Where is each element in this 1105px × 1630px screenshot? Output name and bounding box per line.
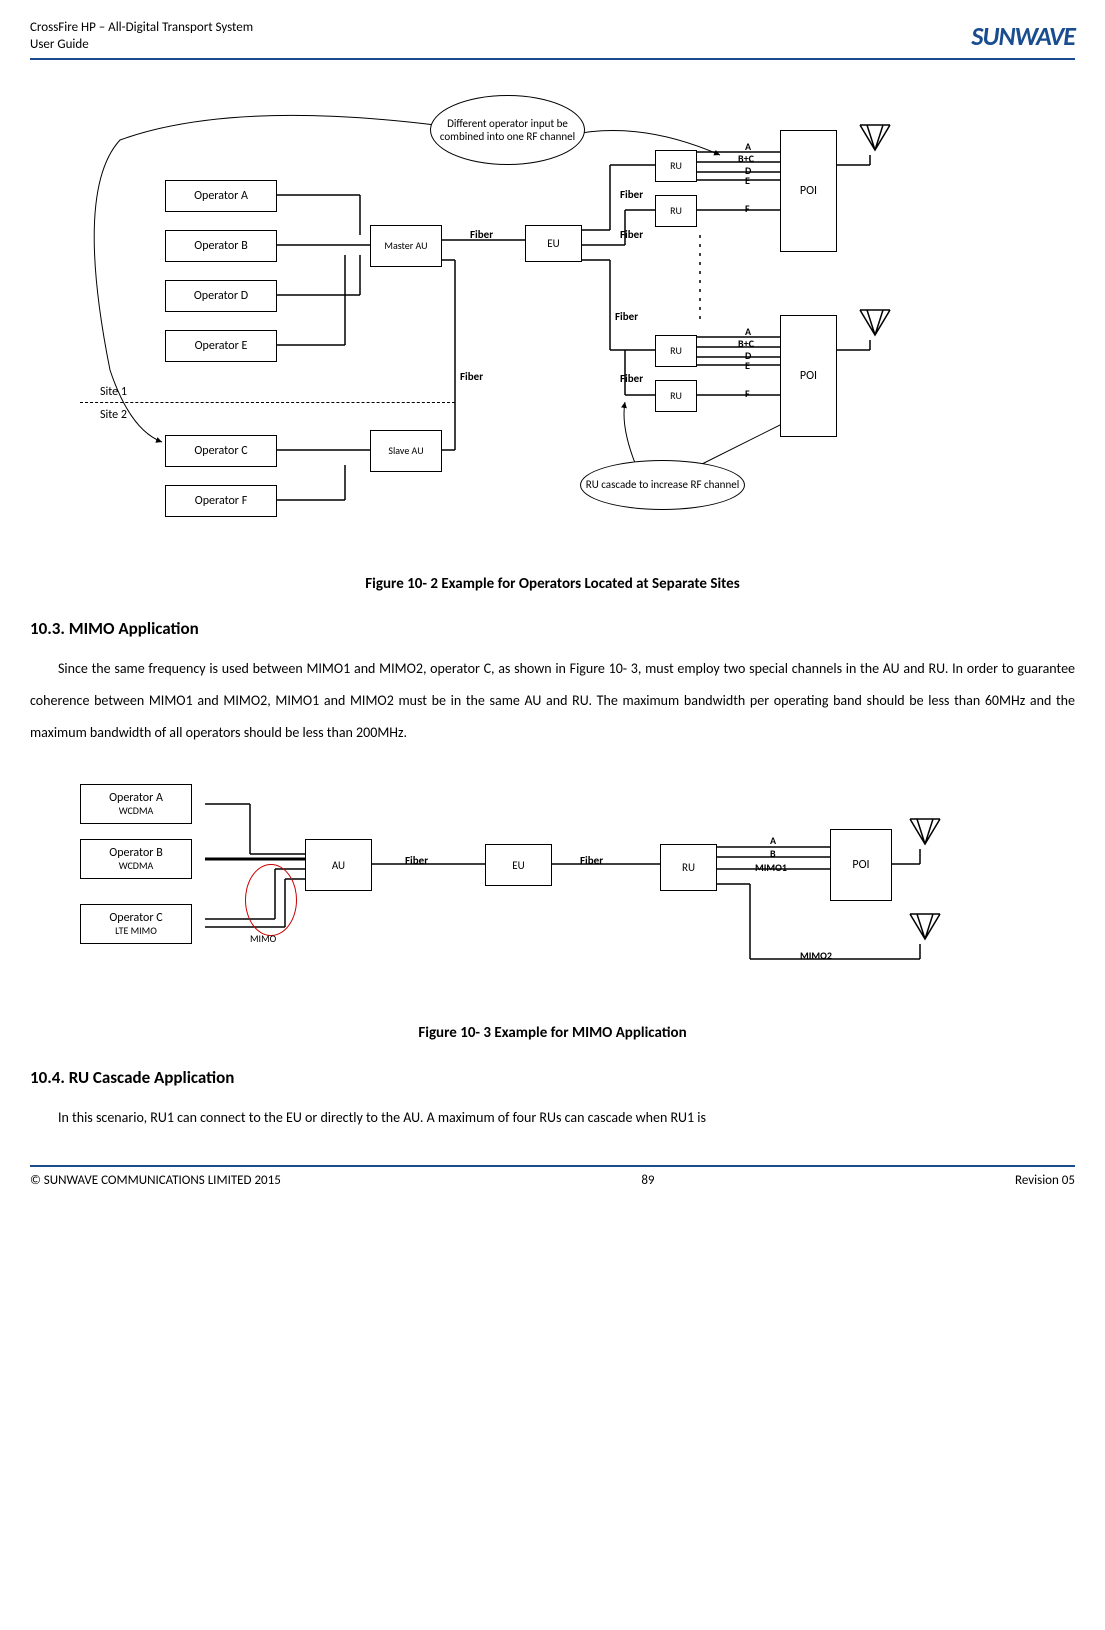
sig-e-2: E xyxy=(745,359,750,372)
sig-m2-d2: MIMO2 xyxy=(800,949,832,962)
footer-right: Revision 05 xyxy=(1015,1173,1075,1188)
fiber-label-6: Fiber xyxy=(620,372,643,385)
slave-au-box: Slave AU xyxy=(370,430,442,472)
figure-10-3-caption: Figure 10- 3 Example for MIMO Applicatio… xyxy=(30,1024,1075,1042)
operator-a-box2: Operator A WCDMA xyxy=(80,784,192,824)
logo: SUNWAVE xyxy=(971,20,1075,52)
op-a-sub: WCDMA xyxy=(119,805,154,816)
operator-b-box: Operator B xyxy=(165,230,277,262)
antenna-icon-1 xyxy=(855,120,895,160)
figure-10-2-diagram: Different operator input be combined int… xyxy=(80,80,1020,550)
figure-10-3-diagram: Operator A WCDMA Operator B WCDMA Operat… xyxy=(50,769,990,999)
au-box2: AU xyxy=(305,839,372,891)
operator-d-box: Operator D xyxy=(165,280,277,312)
ru-box2: RU xyxy=(660,844,717,891)
sig-e-1: E xyxy=(745,174,750,187)
operator-c-box2: Operator C LTE MIMO xyxy=(80,904,192,944)
doc-title: CrossFire HP – All-Digital Transport Sys… xyxy=(30,20,253,37)
footer-left: © SUNWAVE COMMUNICATIONS LIMITED 2015 xyxy=(30,1173,281,1188)
eu-box: EU xyxy=(525,225,582,262)
fiber-label-3: Fiber xyxy=(620,188,643,201)
ru-box-4: RU xyxy=(655,380,697,412)
section-10-3-paragraph: Since the same frequency is used between… xyxy=(30,653,1075,750)
figure-10-2-caption: Figure 10- 2 Example for Operators Locat… xyxy=(30,575,1075,593)
callout-bubble-1: Different operator input be combined int… xyxy=(430,95,585,165)
footer-center: 89 xyxy=(641,1173,654,1188)
mimo-label: MIMO xyxy=(250,932,276,945)
operator-a-box: Operator A xyxy=(165,180,277,212)
antenna-icon-4 xyxy=(905,909,945,949)
sig-m1-d2: MIMO1 xyxy=(755,861,787,874)
poi-box-1: POI xyxy=(780,130,837,252)
page-footer: © SUNWAVE COMMUNICATIONS LIMITED 2015 89… xyxy=(30,1165,1075,1188)
section-10-4-paragraph: In this scenario, RU1 can connect to the… xyxy=(30,1102,1075,1134)
antenna-icon-3 xyxy=(905,814,945,854)
section-10-3-heading: 10.3. MIMO Application xyxy=(30,618,1075,639)
operator-e-box: Operator E xyxy=(165,330,277,362)
ru-box-1: RU xyxy=(655,150,697,182)
op-b-sub: WCDMA xyxy=(119,860,154,871)
fiber-label-5: Fiber xyxy=(615,310,638,323)
site-2-label: Site 2 xyxy=(100,408,127,422)
page-header: CrossFire HP – All-Digital Transport Sys… xyxy=(30,20,1075,60)
op-c-sub: LTE MIMO xyxy=(115,925,157,936)
fiber-label-4: Fiber xyxy=(620,228,643,241)
sig-b-d2: B xyxy=(770,847,776,860)
poi-box-2: POI xyxy=(780,315,837,437)
sig-f-2: F xyxy=(745,387,750,400)
antenna-icon-2 xyxy=(855,305,895,345)
operator-f-box: Operator F xyxy=(165,485,277,517)
doc-subtitle: User Guide xyxy=(30,37,253,54)
site-divider xyxy=(80,402,455,403)
ru-box-3: RU xyxy=(655,335,697,367)
fiber-label-d2-1: Fiber xyxy=(405,854,428,867)
mimo-circle xyxy=(245,864,297,936)
ru-box-2: RU xyxy=(655,195,697,227)
callout-bubble-2: RU cascade to increase RF channel xyxy=(580,460,745,510)
fiber-label-2: Fiber xyxy=(460,370,483,383)
fiber-label-d2-2: Fiber xyxy=(580,854,603,867)
master-au-box: Master AU xyxy=(370,225,442,267)
sig-f-1: F xyxy=(745,202,750,215)
poi-box2: POI xyxy=(830,829,892,901)
sig-a-d2: A xyxy=(770,834,776,847)
fiber-label-1: Fiber xyxy=(470,228,493,241)
eu-box2: EU xyxy=(485,844,552,886)
operator-c-box: Operator C xyxy=(165,435,277,467)
operator-b-box2: Operator B WCDMA xyxy=(80,839,192,879)
section-10-4-heading: 10.4. RU Cascade Application xyxy=(30,1067,1075,1088)
site-1-label: Site 1 xyxy=(100,385,127,399)
header-titles: CrossFire HP – All-Digital Transport Sys… xyxy=(30,20,253,54)
